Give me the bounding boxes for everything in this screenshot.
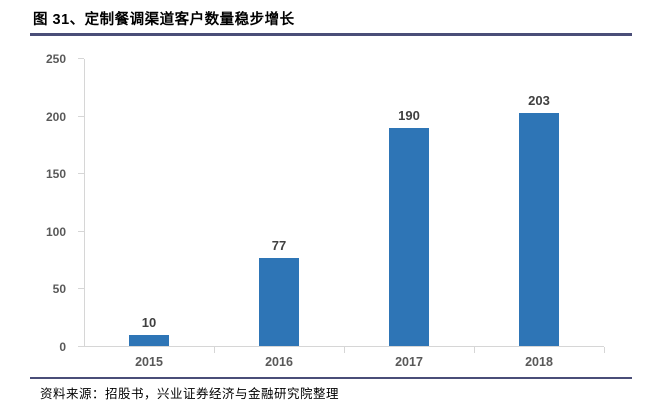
y-tick-mark xyxy=(78,288,84,290)
source-rule xyxy=(30,377,632,379)
bar-value-label: 77 xyxy=(271,238,287,254)
bar-chart-plot-area: 10 77 190 203 xyxy=(78,58,605,353)
y-tick-label: 150 xyxy=(45,167,66,182)
y-tick-mark xyxy=(78,346,84,347)
y-tick-label: 50 xyxy=(52,282,66,297)
bar-series: 10 77 190 203 xyxy=(84,59,604,347)
x-axis-line xyxy=(84,346,604,347)
bar xyxy=(389,128,429,347)
x-tick-mark xyxy=(604,347,605,353)
y-tick-label: 250 xyxy=(45,52,66,66)
bar xyxy=(129,335,169,347)
x-tick-mark xyxy=(214,347,215,353)
x-tick-label: 2017 xyxy=(395,355,423,369)
bar-slot: 190 xyxy=(344,59,474,347)
title-rule xyxy=(30,33,632,36)
y-tick-mark xyxy=(78,230,84,232)
bar-value-label: 190 xyxy=(398,108,420,124)
y-tick-label: 200 xyxy=(45,109,66,124)
x-tick-label: 2018 xyxy=(525,355,553,369)
bar-slot: 203 xyxy=(474,59,604,347)
bar-slot: 10 xyxy=(84,59,214,347)
bar-value-label: 10 xyxy=(141,315,157,331)
x-tick-label: 2015 xyxy=(135,355,163,369)
y-axis-labels: 0 50 100 150 200 250 xyxy=(28,53,76,353)
bar-slot: 77 xyxy=(214,59,344,347)
source-note: 资料来源：招股书，兴业证券经济与金融研究院整理 xyxy=(40,387,340,401)
figure-title: 图 31、定制餐调渠道客户数量稳步增长 xyxy=(33,12,295,28)
x-tick-mark xyxy=(474,347,475,353)
y-tick-mark xyxy=(78,58,84,59)
x-tick-mark xyxy=(344,347,345,353)
x-axis-labels: 2015 2016 2017 2018 xyxy=(84,356,604,369)
bar xyxy=(519,113,559,347)
y-tick-mark xyxy=(78,115,84,117)
x-tick-label: 2016 xyxy=(265,355,293,369)
y-tick-label: 100 xyxy=(45,224,66,239)
bar xyxy=(259,258,299,347)
y-tick-label: 0 xyxy=(59,340,66,354)
y-tick-mark xyxy=(78,173,84,175)
y-axis-line xyxy=(84,59,85,347)
bar-value-label: 203 xyxy=(528,93,550,109)
